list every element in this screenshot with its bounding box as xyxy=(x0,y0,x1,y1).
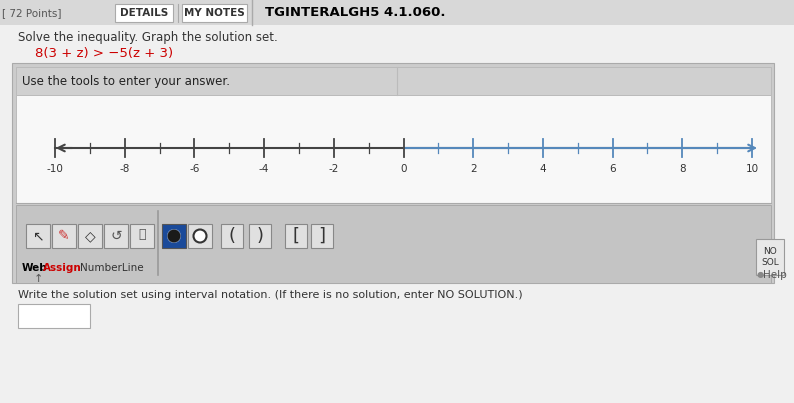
Text: 🗑: 🗑 xyxy=(138,229,146,241)
Text: [ 72 Points]: [ 72 Points] xyxy=(2,8,61,18)
Bar xyxy=(104,224,128,248)
Text: ]: ] xyxy=(318,227,326,245)
Text: NumberLine: NumberLine xyxy=(80,263,144,273)
Text: 6: 6 xyxy=(609,164,616,174)
Text: -6: -6 xyxy=(189,164,199,174)
Bar xyxy=(182,4,247,22)
Text: Solve the inequality. Graph the solution set.: Solve the inequality. Graph the solution… xyxy=(18,31,278,44)
Text: Write the solution set using interval notation. (If there is no solution, enter : Write the solution set using interval no… xyxy=(18,290,522,300)
Text: -4: -4 xyxy=(259,164,269,174)
Bar xyxy=(249,224,271,248)
Circle shape xyxy=(168,229,180,243)
Text: DETAILS: DETAILS xyxy=(120,8,168,18)
Bar xyxy=(52,224,76,248)
Circle shape xyxy=(167,229,181,243)
Circle shape xyxy=(168,229,180,243)
Bar xyxy=(285,224,307,248)
Text: TGINTERALGH5 4.1.060.: TGINTERALGH5 4.1.060. xyxy=(265,6,445,19)
Bar xyxy=(162,224,186,248)
Bar xyxy=(18,304,90,328)
Bar xyxy=(221,224,243,248)
Bar xyxy=(756,239,784,275)
Bar xyxy=(16,205,771,283)
Text: Help: Help xyxy=(763,270,787,280)
Text: 4: 4 xyxy=(540,164,546,174)
Text: Use the tools to enter your answer.: Use the tools to enter your answer. xyxy=(22,75,230,87)
Circle shape xyxy=(167,229,181,243)
Text: ✎: ✎ xyxy=(58,229,70,243)
Text: -8: -8 xyxy=(120,164,130,174)
Bar xyxy=(188,224,212,248)
Text: -2: -2 xyxy=(329,164,339,174)
Text: [: [ xyxy=(292,227,299,245)
Circle shape xyxy=(194,229,206,243)
Text: 0: 0 xyxy=(400,164,407,174)
Bar xyxy=(130,224,154,248)
Text: MY NOTES: MY NOTES xyxy=(183,8,245,18)
Bar xyxy=(16,67,771,95)
Text: 2: 2 xyxy=(470,164,476,174)
Text: ↑: ↑ xyxy=(33,274,43,284)
Bar xyxy=(311,224,333,248)
Bar xyxy=(26,224,50,248)
Text: ◇: ◇ xyxy=(85,229,95,243)
Text: -10: -10 xyxy=(47,164,64,174)
Text: ): ) xyxy=(256,227,264,245)
Text: 10: 10 xyxy=(746,164,758,174)
Text: NO
SOL: NO SOL xyxy=(761,247,779,267)
Text: Assign: Assign xyxy=(43,263,82,273)
Bar xyxy=(16,95,771,203)
Bar xyxy=(115,4,173,22)
Text: 8(3 + z) > −5(z + 3): 8(3 + z) > −5(z + 3) xyxy=(35,48,173,60)
Text: ↖: ↖ xyxy=(33,229,44,243)
Text: 8: 8 xyxy=(679,164,685,174)
Text: ↺: ↺ xyxy=(110,229,121,243)
Bar xyxy=(12,63,774,283)
Text: Web: Web xyxy=(22,263,48,273)
Bar xyxy=(78,224,102,248)
Text: (: ( xyxy=(229,227,236,245)
Text: ●: ● xyxy=(757,270,765,280)
Bar xyxy=(0,0,794,25)
